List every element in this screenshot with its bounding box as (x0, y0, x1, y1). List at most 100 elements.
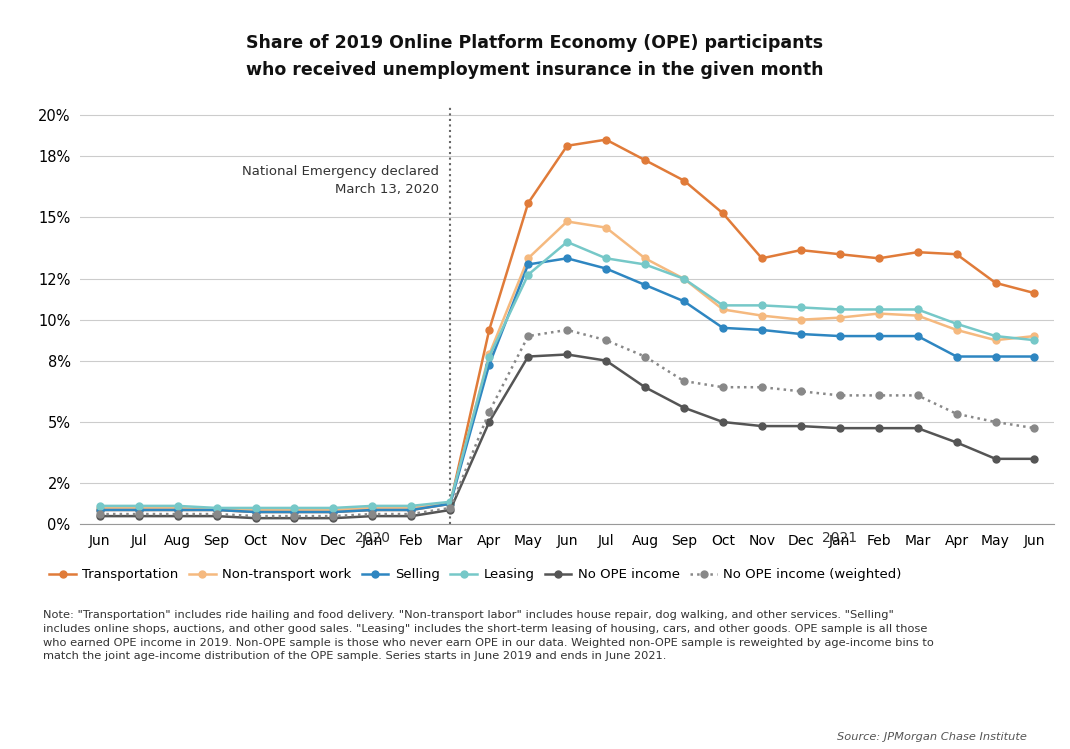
Transportation (912, 248, 924, 257)
Selling (444, 500, 457, 509)
Text: 2021: 2021 (822, 531, 857, 545)
Selling (288, 508, 301, 517)
Non-transport work (249, 506, 262, 515)
No OPE income (weighted) (794, 386, 807, 395)
No OPE income (weighted) (171, 509, 184, 518)
Leasing (210, 503, 223, 512)
Transportation (834, 249, 846, 258)
No OPE income (weighted) (872, 391, 885, 400)
Non-transport work (483, 350, 495, 359)
Line: No OPE income: No OPE income (96, 351, 1038, 521)
Transportation (366, 506, 379, 515)
Selling (404, 506, 417, 515)
Transportation (794, 246, 807, 255)
No OPE income (483, 417, 495, 426)
Non-transport work (1028, 332, 1041, 341)
No OPE income (561, 350, 574, 359)
Transportation (950, 249, 963, 258)
Text: Source: JPMorgan Chase Institute: Source: JPMorgan Chase Institute (838, 732, 1027, 742)
Transportation (639, 156, 652, 165)
Leasing (639, 260, 652, 269)
Transportation (872, 254, 885, 263)
Selling (755, 325, 768, 334)
Selling (1028, 352, 1041, 361)
No OPE income (weighted) (834, 391, 846, 400)
No OPE income (weighted) (288, 512, 301, 521)
Non-transport work (404, 503, 417, 512)
Selling (639, 280, 652, 289)
Leasing (872, 305, 885, 314)
Selling (561, 254, 574, 263)
No OPE income (872, 424, 885, 433)
Leasing (249, 503, 262, 512)
No OPE income (599, 356, 612, 365)
Selling (989, 352, 1002, 361)
No OPE income (288, 514, 301, 523)
Selling (93, 506, 106, 515)
Text: National Emergency declared
March 13, 2020: National Emergency declared March 13, 20… (242, 165, 439, 196)
No OPE income (weighted) (444, 503, 457, 512)
No OPE income (171, 512, 184, 521)
Transportation (210, 506, 223, 515)
Selling (677, 297, 690, 306)
Leasing (288, 503, 301, 512)
Line: Non-transport work: Non-transport work (96, 218, 1038, 514)
Leasing (93, 501, 106, 510)
Transportation (989, 279, 1002, 288)
Non-transport work (210, 506, 223, 515)
Leasing (171, 501, 184, 510)
No OPE income (weighted) (327, 512, 340, 521)
Selling (210, 506, 223, 515)
No OPE income (weighted) (522, 332, 535, 341)
Leasing (366, 501, 379, 510)
Selling (794, 330, 807, 339)
Transportation (327, 508, 340, 517)
Non-transport work (171, 503, 184, 512)
Transportation (404, 506, 417, 515)
No OPE income (weighted) (210, 509, 223, 518)
Non-transport work (677, 274, 690, 283)
Transportation (677, 176, 690, 185)
Non-transport work (912, 311, 924, 320)
No OPE income (weighted) (249, 512, 262, 521)
No OPE income (93, 512, 106, 521)
No OPE income (weighted) (717, 383, 730, 392)
Leasing (327, 503, 340, 512)
No OPE income (weighted) (912, 391, 924, 400)
No OPE income (404, 512, 417, 521)
Non-transport work (717, 305, 730, 314)
Non-transport work (133, 503, 146, 512)
Non-transport work (522, 254, 535, 263)
Non-transport work (327, 506, 340, 515)
Non-transport work (755, 311, 768, 320)
No OPE income (794, 422, 807, 431)
Selling (522, 260, 535, 269)
No OPE income (1028, 455, 1041, 464)
Text: Note: "Transportation" includes ride hailing and food delivery. "Non-transport l: Note: "Transportation" includes ride hai… (43, 610, 934, 661)
Line: Selling: Selling (96, 255, 1038, 515)
Selling (717, 324, 730, 333)
No OPE income (834, 424, 846, 433)
Transportation (133, 506, 146, 515)
Selling (834, 332, 846, 341)
No OPE income (989, 455, 1002, 464)
No OPE income (444, 506, 457, 515)
No OPE income (weighted) (989, 417, 1002, 426)
Non-transport work (93, 503, 106, 512)
Text: 2020: 2020 (355, 531, 389, 545)
Selling (249, 508, 262, 517)
Transportation (561, 142, 574, 151)
No OPE income (weighted) (483, 407, 495, 416)
Leasing (755, 301, 768, 310)
Leasing (561, 237, 574, 246)
Leasing (717, 301, 730, 310)
Non-transport work (639, 254, 652, 263)
No OPE income (133, 512, 146, 521)
Line: Transportation: Transportation (96, 136, 1038, 515)
Non-transport work (794, 315, 807, 324)
No OPE income (weighted) (561, 325, 574, 334)
Selling (327, 508, 340, 517)
Non-transport work (872, 309, 885, 318)
Leasing (989, 332, 1002, 341)
Selling (872, 332, 885, 341)
